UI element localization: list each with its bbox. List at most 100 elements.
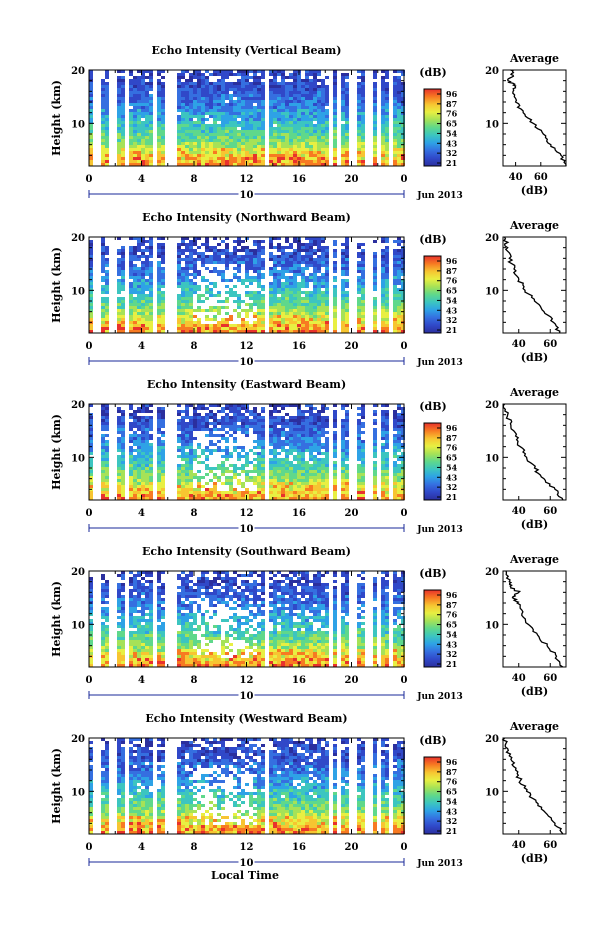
heatmap-cell — [341, 91, 345, 94]
heatmap-cell — [213, 82, 217, 85]
heatmap-cell — [105, 410, 109, 413]
heatmap-cell — [277, 139, 281, 142]
heatmap-cell — [209, 88, 213, 91]
heatmap-cell — [325, 282, 329, 285]
heatmap-cell — [185, 410, 189, 413]
heatmap-cell — [101, 142, 105, 145]
heatmap-cell — [133, 163, 137, 166]
heatmap-cell — [121, 70, 125, 73]
heatmap-cell — [213, 145, 217, 148]
heatmap-cell — [269, 467, 273, 470]
heatmap-cell — [309, 291, 313, 294]
heatmap-cell — [137, 443, 141, 446]
heatmap-cell — [217, 428, 221, 431]
heatmap-cell — [229, 82, 233, 85]
heatmap-cell — [197, 106, 201, 109]
heatmap-cell — [245, 434, 249, 437]
heatmap-cell — [309, 246, 313, 249]
heatmap-cell — [161, 431, 165, 434]
heatmap-cell — [317, 488, 321, 491]
heatmap-cell — [333, 413, 337, 416]
heatmap-cell — [261, 100, 265, 103]
heatmap-cell — [217, 127, 221, 130]
heatmap-cell — [341, 419, 345, 422]
heatmap-cell — [297, 291, 301, 294]
y-axis-label: Height (km) — [50, 247, 63, 323]
heatmap-cell — [117, 94, 121, 97]
heatmap-cell — [89, 303, 93, 306]
heatmap-cell — [121, 485, 125, 488]
heatmap-cell — [341, 88, 345, 91]
heatmap-cell — [341, 100, 345, 103]
heatmap-cell — [317, 309, 321, 312]
heatmap-cell — [261, 276, 265, 279]
heatmap-cell — [357, 148, 361, 151]
heatmap-cell — [317, 297, 321, 300]
heatmap-cell — [237, 303, 241, 306]
heatmap-cell — [305, 82, 309, 85]
heatmap-cell — [293, 240, 297, 243]
heatmap-cell — [253, 312, 257, 315]
heatmap-cell — [277, 446, 281, 449]
heatmap-cell — [241, 404, 245, 407]
heatmap-cell — [181, 300, 185, 303]
heatmap-cell — [401, 294, 405, 297]
heatmap-cell — [281, 106, 285, 109]
heatmap-cell — [257, 473, 261, 476]
heatmap-cell — [253, 294, 257, 297]
heatmap-cell — [177, 324, 181, 327]
heatmap-cell — [89, 94, 93, 97]
heatmap-cell — [105, 488, 109, 491]
heatmap-cell — [281, 294, 285, 297]
heatmap-cell — [289, 318, 293, 321]
heatmap-cell — [361, 136, 365, 139]
heatmap-cell — [281, 300, 285, 303]
heatmap-cell — [293, 118, 297, 121]
heatmap-cell — [117, 321, 121, 324]
heatmap-cell — [185, 109, 189, 112]
heatmap-cell — [301, 413, 305, 416]
heatmap-cell — [213, 425, 217, 428]
heatmap-cell — [401, 124, 405, 127]
heatmap-cell — [345, 82, 349, 85]
heatmap-cell — [273, 288, 277, 291]
heatmap-cell — [273, 103, 277, 106]
heatmap-cell — [273, 94, 277, 97]
heatmap-cell — [341, 267, 345, 270]
heatmap-cell — [361, 279, 365, 282]
heatmap-cell — [117, 136, 121, 139]
heatmap-cell — [373, 148, 377, 151]
heatmap-cell — [297, 267, 301, 270]
heatmap-cell — [213, 309, 217, 312]
heatmap-cell — [213, 258, 217, 261]
heatmap-cell — [121, 273, 125, 276]
heatmap-cell — [321, 309, 325, 312]
heatmap-cell — [321, 431, 325, 434]
heatmap-cell — [133, 279, 137, 282]
heatmap-cell — [301, 148, 305, 151]
heatmap-cell — [385, 112, 389, 115]
heatmap-cell — [161, 70, 165, 73]
heatmap-cell — [117, 431, 121, 434]
heatmap-cell — [117, 282, 121, 285]
heatmap-cell — [213, 413, 217, 416]
heatmap-cell — [129, 315, 133, 318]
heatmap-cell — [289, 288, 293, 291]
heatmap-cell — [333, 255, 337, 258]
heatmap-cell — [321, 306, 325, 309]
heatmap-cell — [305, 76, 309, 79]
heatmap-cell — [237, 133, 241, 136]
heatmap-cell — [201, 279, 205, 282]
heatmap-cell — [117, 148, 121, 151]
heatmap-cell — [105, 103, 109, 106]
heatmap-cell — [185, 160, 189, 163]
heatmap-cell — [177, 300, 181, 303]
heatmap-cell — [277, 488, 281, 491]
heatmap-cell — [373, 163, 377, 166]
heatmap-cell — [313, 330, 317, 333]
heatmap-cell — [321, 467, 325, 470]
heatmap-cell — [229, 142, 233, 145]
heatmap-cell — [177, 142, 181, 145]
heatmap-cell — [117, 473, 121, 476]
heatmap-cell — [325, 315, 329, 318]
